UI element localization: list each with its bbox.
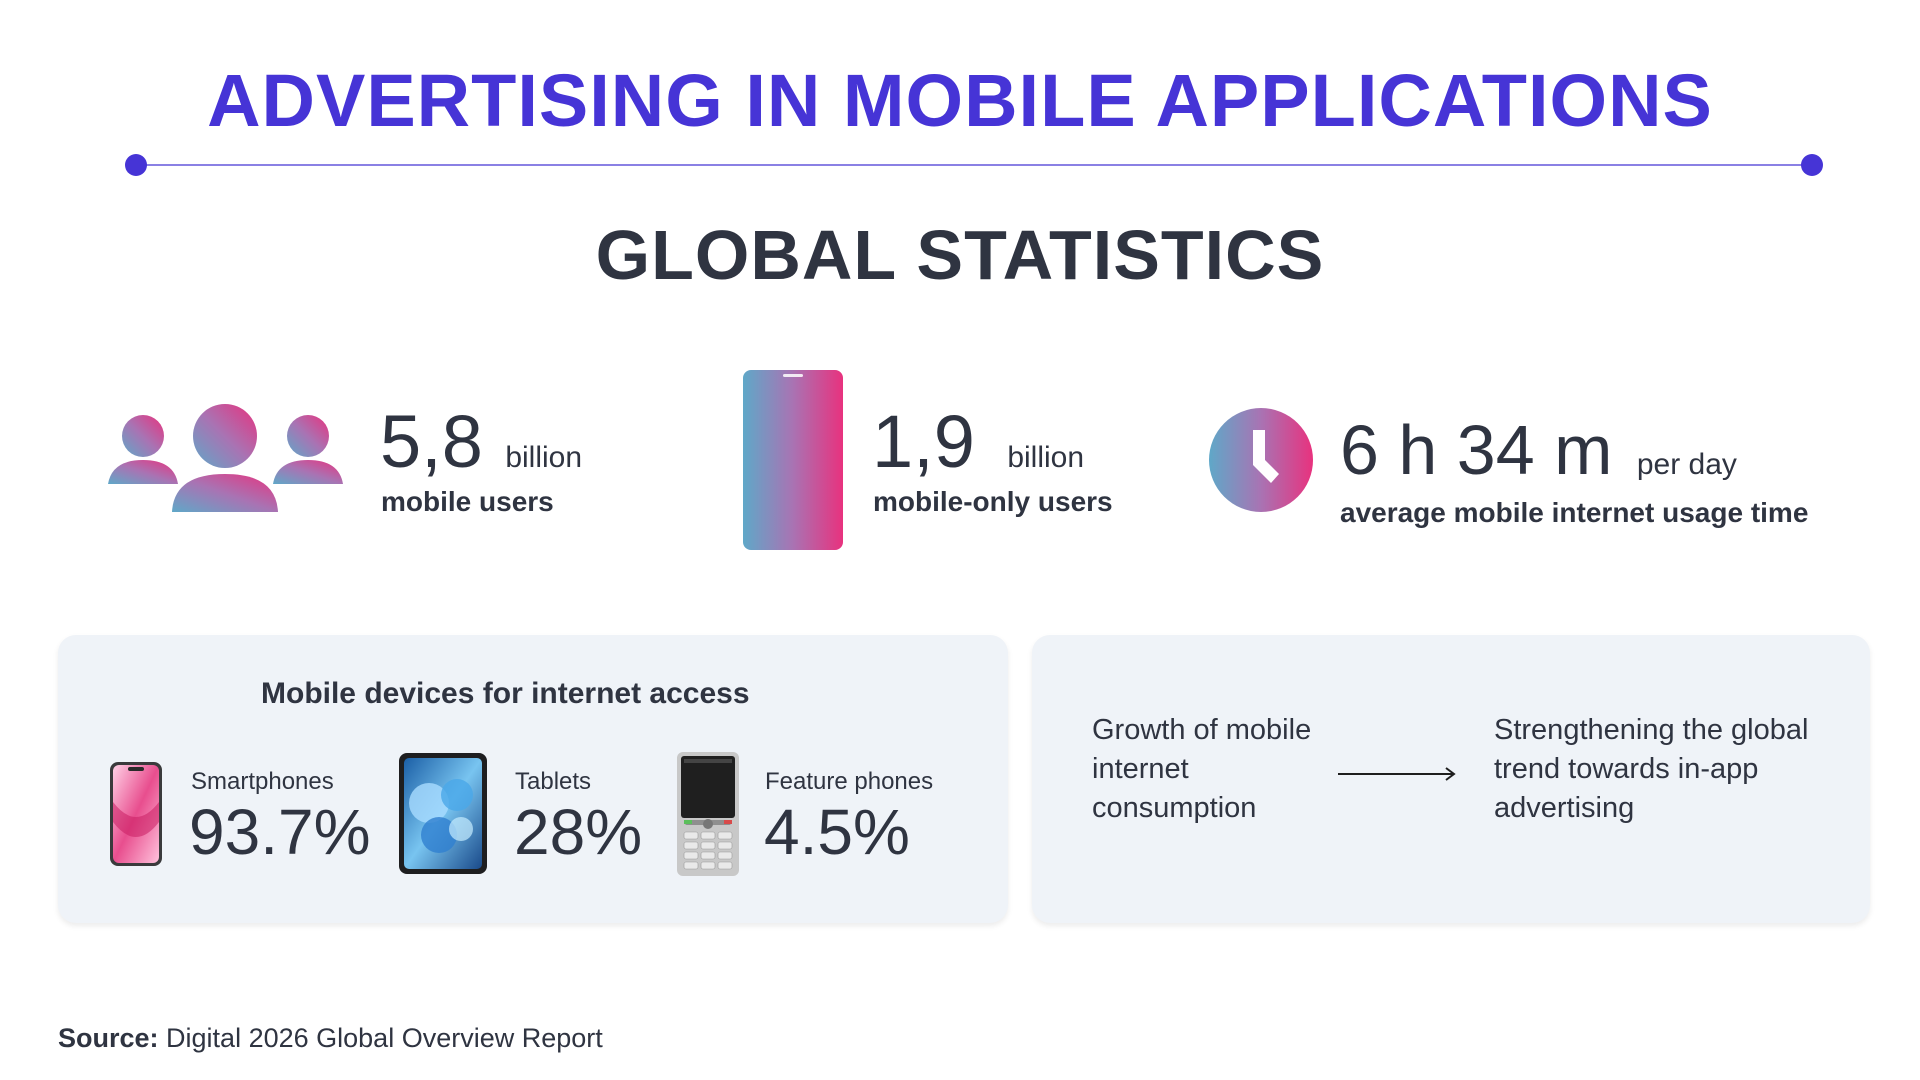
tablet-photo-icon bbox=[399, 753, 487, 874]
source-label: Source: bbox=[58, 1023, 159, 1053]
stat-value: 6 h 34 m bbox=[1340, 411, 1613, 489]
stat-unit: per day bbox=[1636, 448, 1737, 481]
device-percentage: 4.5% bbox=[764, 796, 910, 868]
devices-card bbox=[58, 635, 1008, 923]
source-text: Digital 2026 Global Overview Report bbox=[166, 1023, 603, 1053]
divider-dot-left bbox=[125, 154, 147, 176]
feature-phone-icon bbox=[677, 752, 739, 876]
source-note: Source: Digital 2026 Global Overview Rep… bbox=[58, 1023, 603, 1054]
stat-caption: mobile users bbox=[381, 486, 554, 517]
trend-card bbox=[1032, 635, 1870, 923]
trend-effect-text: Strengthening the global trend towards i… bbox=[1494, 714, 1809, 824]
stat-mobile-users: 5,8 billion bbox=[380, 402, 582, 482]
arrow-right-icon bbox=[1338, 766, 1456, 782]
stat-usage-time: 6 h 34 m per day bbox=[1340, 410, 1737, 490]
device-percentage: 93.7% bbox=[189, 796, 371, 868]
stat-value: 5,8 bbox=[380, 400, 483, 483]
divider-dot-right bbox=[1801, 154, 1823, 176]
page-title: ADVERTISING IN MOBILE APPLICATIONS bbox=[207, 59, 1713, 142]
section-subtitle: GLOBAL STATISTICS bbox=[595, 216, 1325, 294]
stat-unit: billion bbox=[505, 441, 583, 474]
device-percentage: 28% bbox=[514, 796, 643, 868]
device-label: Feature phones bbox=[765, 768, 934, 795]
smartphone-icon bbox=[743, 370, 843, 550]
title-divider bbox=[136, 164, 1812, 166]
devices-card-title: Mobile devices for internet access bbox=[261, 677, 750, 710]
stat-mobile-only-users: 1,9 billion bbox=[872, 402, 1084, 482]
stat-value: 1,9 bbox=[872, 400, 975, 483]
smartphone-photo-icon bbox=[110, 762, 162, 866]
device-label: Tablets bbox=[515, 768, 592, 795]
trend-cause-text: Growth of mobile internet consumption bbox=[1092, 714, 1312, 824]
users-group-icon bbox=[108, 404, 343, 514]
stat-unit: billion bbox=[1007, 441, 1085, 474]
stat-caption: mobile-only users bbox=[873, 486, 1113, 517]
clock-icon bbox=[1209, 408, 1313, 512]
stat-caption: average mobile internet usage time bbox=[1340, 497, 1809, 528]
device-label: Smartphones bbox=[191, 768, 334, 795]
